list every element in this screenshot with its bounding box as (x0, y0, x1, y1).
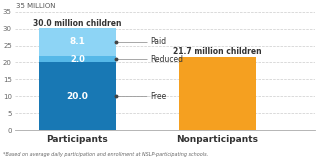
Bar (39, 56, 116, 62)
Bar (179, 57, 256, 130)
Text: Free: Free (150, 92, 166, 101)
Bar (39, 28, 116, 56)
Text: 2.0: 2.0 (70, 55, 85, 64)
Text: 20.0: 20.0 (66, 92, 88, 101)
Text: 35 MILLION: 35 MILLION (16, 3, 55, 9)
Text: Reduced: Reduced (150, 55, 183, 64)
Text: Paid: Paid (150, 38, 166, 46)
Text: 30.0 million children: 30.0 million children (33, 19, 122, 28)
Bar (39, 62, 116, 130)
Text: 8.1: 8.1 (70, 38, 86, 46)
Text: 21.7 million children: 21.7 million children (173, 47, 262, 56)
Text: *Based on average daily participation and enrollment at NSLP-participating schoo: *Based on average daily participation an… (3, 152, 208, 157)
